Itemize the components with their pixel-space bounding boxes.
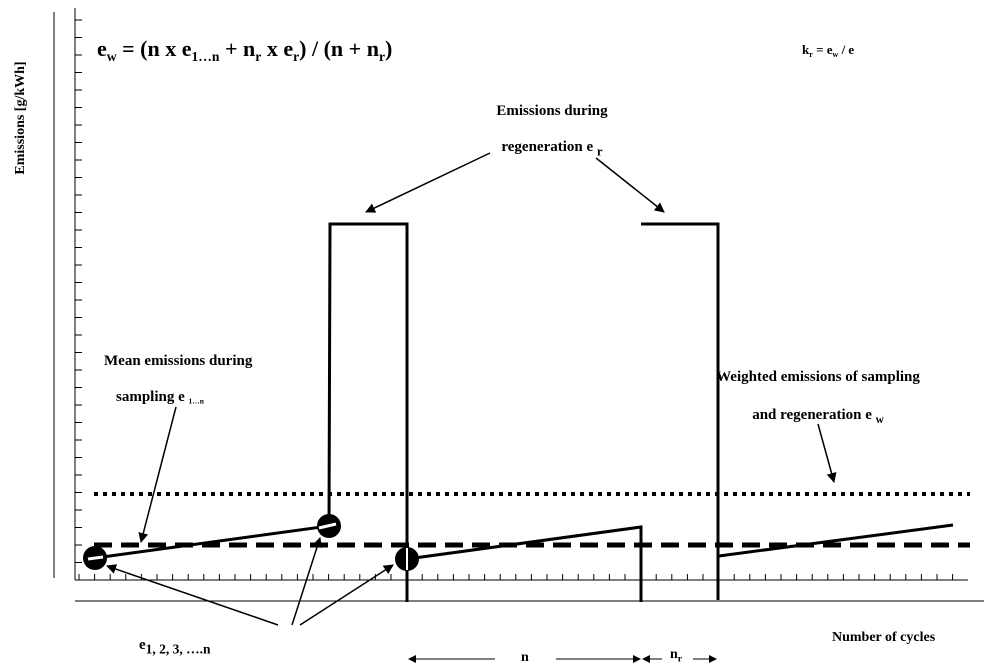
sample-points-label: e1, 2, 3, ….n <box>139 637 211 657</box>
weighted-arrow <box>817 423 837 483</box>
sample-point-3 <box>395 547 419 571</box>
regen-arrow-right <box>595 157 665 213</box>
emission-trace-2 <box>406 525 643 602</box>
regeneration-emissions-label: Emissions during regeneration e r <box>496 103 608 159</box>
emission-trace <box>94 222 409 602</box>
sample-point-1 <box>83 546 107 570</box>
mean-arrow <box>138 406 177 543</box>
regen-arrow-left <box>365 152 491 213</box>
interval-n-label: n <box>521 650 529 665</box>
y-axis-ticks <box>75 19 82 563</box>
x-axis-label: Number of cycles <box>832 630 936 645</box>
kr-formula: kr = ew / e <box>802 42 855 59</box>
mean-emissions-label: Mean emissions during sampling e 1…n <box>104 353 253 406</box>
regeneration-peak-2 <box>641 222 720 600</box>
x-axis-ticks <box>78 574 954 580</box>
sample-arrow-3 <box>299 564 394 626</box>
sample-arrow-1 <box>106 564 279 626</box>
emission-trace-3 <box>718 523 954 558</box>
interval-nr-label: nr <box>670 647 683 665</box>
sample-point-2 <box>317 514 341 538</box>
ew-formula: ew = (n x e1…n + nr x er) / (n + nr) <box>97 36 393 64</box>
sample-arrow-2 <box>291 537 323 626</box>
weighted-emissions-label: Weighted emissions of sampling and regen… <box>716 369 920 426</box>
